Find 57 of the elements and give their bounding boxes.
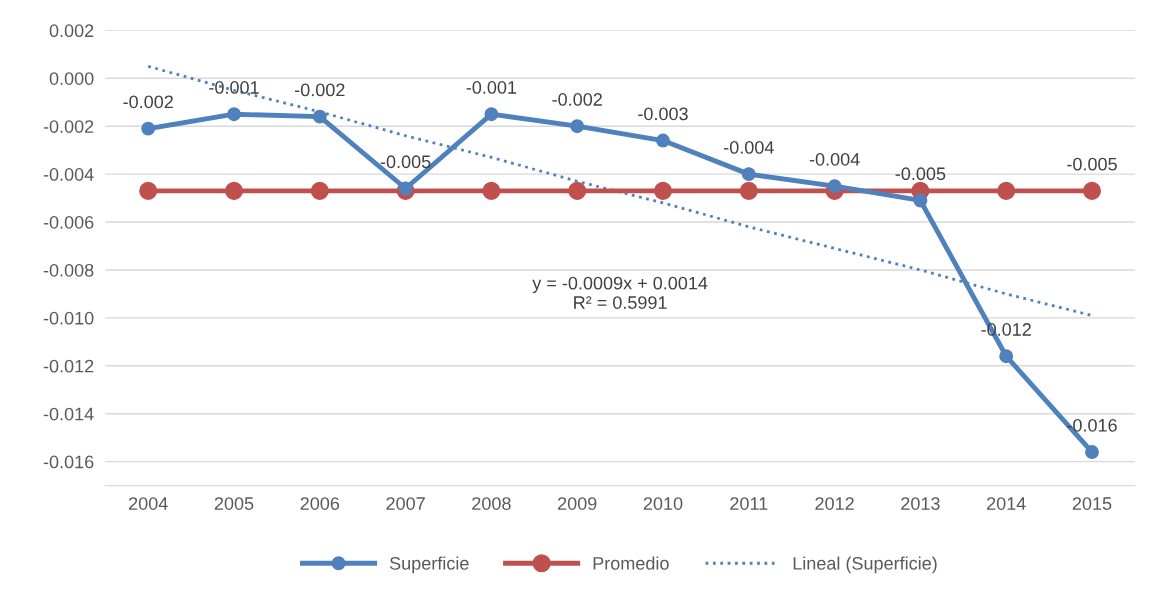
- x-tick-label: 2011: [730, 497, 768, 510]
- point: [227, 107, 241, 122]
- y-tick-label: -0.010: [43, 311, 94, 325]
- data-label: -0.005: [1067, 157, 1117, 171]
- y-tick-label: -0.012: [43, 359, 94, 373]
- point: [570, 119, 585, 134]
- data-label: -0.004: [724, 140, 774, 154]
- x-tick-label: 2009: [558, 497, 597, 510]
- point: [484, 107, 499, 122]
- point: [568, 181, 587, 200]
- y-tick-label: -0.004: [43, 168, 94, 181]
- x-tick-label: 2010: [643, 497, 683, 510]
- point: [999, 349, 1014, 364]
- point: [827, 179, 842, 194]
- data-label: -0.005: [895, 167, 946, 181]
- x-tick-label: 2013: [901, 497, 940, 510]
- point: [310, 181, 329, 200]
- point: [398, 181, 413, 196]
- legend-label: Lineal (Superficie): [793, 556, 937, 574]
- y-tick-label: -0.014: [43, 407, 94, 421]
- legend-label: Promedio: [593, 556, 669, 570]
- data-label: -0.002: [295, 83, 345, 97]
- annotation: y = -0.0009x + 0.0014 R² = 0.5991: [532, 276, 708, 309]
- y-tick-label: -0.006: [43, 215, 94, 229]
- x-tick-label: 2006: [300, 497, 340, 510]
- point: [656, 133, 670, 148]
- data-label: -0.002: [123, 95, 173, 109]
- data-label: -0.002: [552, 93, 602, 106]
- y-tick-label: 0.002: [49, 24, 94, 38]
- legend-label: Superficie: [389, 556, 469, 574]
- y-tick-label: -0.008: [43, 263, 94, 277]
- point: [141, 121, 156, 136]
- y-tick-label: 0.000: [49, 72, 94, 85]
- data-label: -0.001: [466, 81, 517, 94]
- point: [913, 193, 928, 208]
- x-tick-label: 2012: [815, 497, 854, 510]
- y-tick-label: -0.016: [43, 455, 94, 469]
- y-tick-label: -0.002: [43, 120, 94, 133]
- data-label: -0.004: [809, 152, 860, 166]
- point: [224, 181, 244, 200]
- point: [653, 181, 673, 200]
- x-tick-label: 2015: [1072, 497, 1112, 510]
- point: [1082, 181, 1102, 200]
- point: [739, 181, 758, 200]
- x-tick-label: 2004: [129, 497, 168, 510]
- x-tick-label: 2005: [214, 497, 254, 510]
- point: [1085, 445, 1099, 460]
- point: [741, 167, 756, 182]
- point: [312, 109, 327, 124]
- point: [139, 181, 158, 200]
- point: [997, 181, 1016, 200]
- point: [482, 181, 501, 200]
- x-tick-label: 2007: [386, 497, 425, 510]
- data-label: -0.003: [638, 107, 688, 121]
- x-tick-label: 2008: [472, 497, 511, 510]
- data-label: -0.005: [380, 155, 431, 169]
- x-tick-label: 2014: [987, 497, 1026, 510]
